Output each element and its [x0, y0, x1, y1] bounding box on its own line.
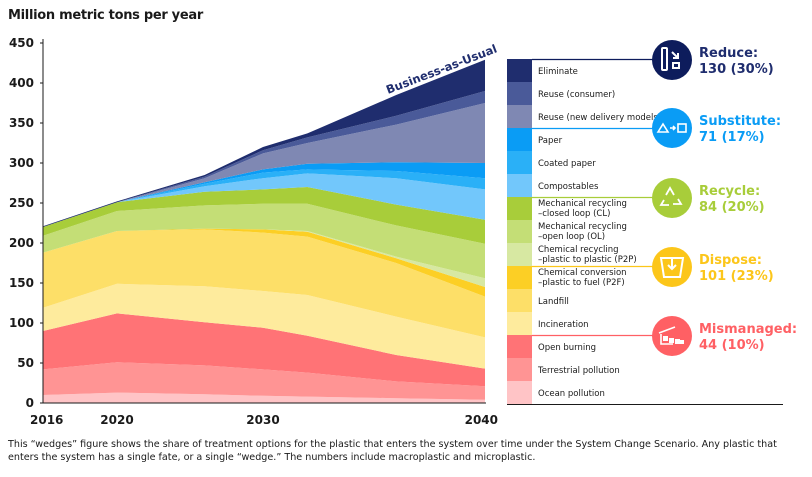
legend-swatch: [507, 128, 532, 151]
legend-label: Coated paper: [538, 159, 596, 169]
y-tick-label: 150: [9, 276, 34, 290]
x-tick-label: 2016: [30, 413, 63, 427]
group-value: 130 (30%): [699, 62, 774, 77]
area-reuse-new-delivery-models-: [43, 103, 485, 227]
area-paper: [43, 162, 485, 227]
legend-swatch: [507, 174, 532, 197]
legend-swatch: [507, 105, 532, 128]
legend-swatch: [507, 220, 532, 243]
y-tick-label: 400: [9, 76, 34, 90]
group-label: Mismanaged:: [699, 322, 797, 337]
y-tick-label: 250: [9, 196, 34, 210]
x-tick-label: 2030: [246, 413, 279, 427]
legend-label: Ocean pollution: [538, 389, 605, 399]
stacked-area-chart: 0 50 100 150 200 250 300 350 400 450 2016 2020 2030 2…: [9, 36, 797, 427]
legend-swatch: [507, 197, 532, 220]
group-value: 84 (20%): [699, 200, 765, 215]
legend-label: Paper: [538, 136, 563, 146]
legend-label: Open burning: [538, 343, 596, 353]
legend-swatch: [507, 59, 532, 82]
area-reuse-consumer-: [43, 91, 485, 227]
area-landfill: [43, 229, 485, 338]
legend-swatch: [507, 266, 532, 289]
group-label: Recycle:: [699, 184, 760, 199]
area-compostables: [43, 173, 485, 227]
legend-label: Compostables: [538, 182, 599, 192]
legend-label: Eliminate: [538, 67, 578, 77]
area-mechanical-recycling: [43, 203, 485, 279]
group-value: 71 (17%): [699, 130, 765, 145]
legend-label: Incineration: [538, 320, 589, 330]
bin-icon-glyph: [659, 257, 685, 278]
group-label: Dispose:: [699, 253, 762, 268]
y-tick-label: 350: [9, 116, 34, 130]
legend-swatch: [507, 381, 532, 404]
chart-title: Million metric tons per year: [8, 8, 203, 23]
area-incineration: [43, 283, 485, 369]
recycle-icon: [652, 178, 692, 218]
legend-label: Reuse (consumer): [538, 90, 615, 100]
area-chemical-conversion: [43, 228, 485, 297]
legend-swatch: [507, 82, 532, 105]
legend-swatch: [507, 358, 532, 381]
legend-swatch: [507, 289, 532, 312]
legend-label: Landfill: [538, 297, 569, 307]
y-tick-label: 100: [9, 316, 34, 330]
legend-swatch: [507, 312, 532, 335]
area-open-burning: [43, 313, 485, 387]
y-tick-label: 450: [9, 36, 34, 50]
substitute-icon-glyph: [656, 122, 687, 133]
area-coated-paper: [43, 169, 485, 227]
legend-label: Chemical recycling –plastic to plastic (P…: [538, 245, 637, 265]
y-tick-label: 300: [9, 156, 34, 170]
footnote: This “wedges” figure shows the share of …: [8, 439, 777, 463]
legend-label: Reuse (new delivery models): [538, 113, 661, 123]
legend-label: Chemical conversion –plastic to fuel (P2F…: [538, 268, 627, 288]
legend-label: Mechanical recycling –open loop (OL): [538, 222, 627, 242]
y-tick-label: 200: [9, 236, 34, 250]
x-tick-label: 2040: [465, 413, 498, 427]
legend-swatch: [507, 151, 532, 174]
legend-swatch: [507, 243, 532, 266]
x-tick-label: 2020: [100, 413, 133, 427]
dumping-icon-glyph: [658, 326, 684, 345]
legend-label: Mechanical recycling –closed loop (CL): [538, 199, 627, 219]
y-tick-label: 0: [26, 396, 34, 410]
area-ocean-pollution: [43, 392, 485, 403]
group-label: Reduce:: [699, 46, 758, 61]
group-value: 101 (23%): [699, 269, 774, 284]
dumping-icon: [652, 316, 692, 356]
recycle-icon-glyph: [659, 186, 683, 206]
area-terrestrial-pollution: [43, 362, 485, 400]
area-mechanical-recycling: [43, 187, 485, 244]
reduce-icon: [652, 40, 692, 80]
area-chemical-recycling: [43, 228, 485, 287]
legend-swatch: [507, 335, 532, 358]
group-label: Substitute:: [699, 114, 781, 129]
reduce-icon-glyph: [661, 47, 680, 71]
group-value: 44 (10%): [699, 338, 765, 353]
y-tick-label: 50: [17, 356, 34, 370]
legend-label: Terrestrial pollution: [537, 366, 620, 376]
